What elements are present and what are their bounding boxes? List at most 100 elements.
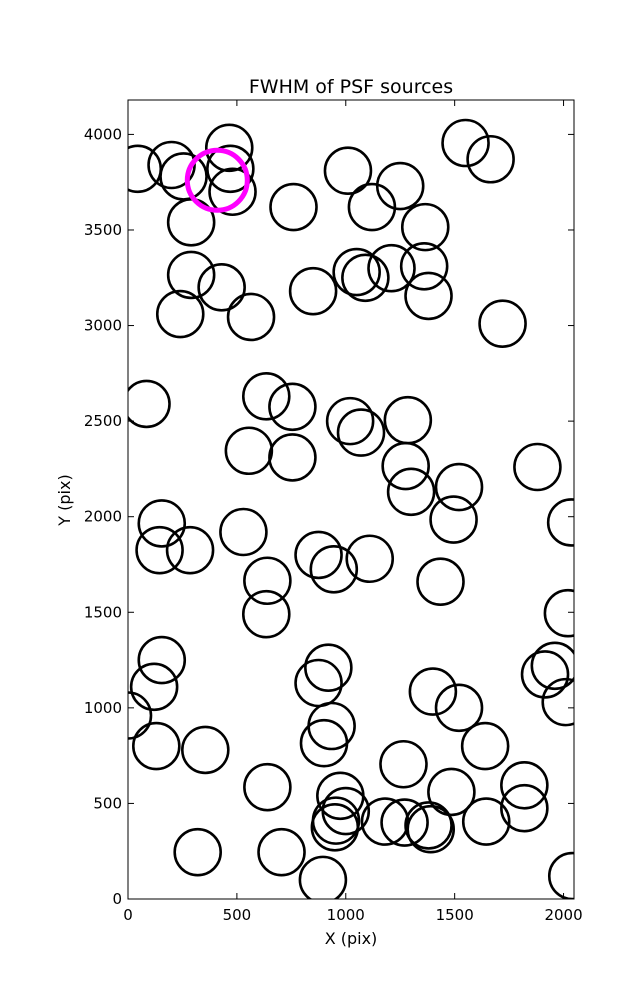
psf-source-marker xyxy=(241,371,291,421)
psf-source-marker xyxy=(520,650,570,699)
y-tick-label: 2500 xyxy=(84,412,122,430)
psf-source-marker xyxy=(299,718,349,768)
psf-source-marker xyxy=(541,677,574,727)
psf-source-marker xyxy=(129,662,179,712)
psf-source-marker xyxy=(434,683,484,733)
psf-source-marker xyxy=(310,803,360,852)
psf-source-marker xyxy=(500,760,549,810)
psf-source-marker xyxy=(173,827,222,877)
psf-source-marker xyxy=(427,767,476,817)
psf-source-marker xyxy=(360,797,410,846)
psf-source-marker xyxy=(135,525,184,575)
psf-source-marker xyxy=(408,667,458,716)
psf-source-marker xyxy=(404,801,453,850)
psf-source-marker xyxy=(336,408,386,457)
psf-source-marker xyxy=(379,739,428,789)
psf-source-marker xyxy=(257,827,306,877)
psf-source-marker xyxy=(386,467,436,517)
psf-source-marker xyxy=(347,182,397,232)
psf-source-marker xyxy=(269,182,318,232)
psf-source-marker xyxy=(224,426,274,476)
psf-source-marker xyxy=(137,499,187,548)
psf-source-marker xyxy=(429,495,478,544)
psf-source-marker xyxy=(159,152,208,201)
x-tick-label: 1000 xyxy=(327,906,365,924)
psf-source-marker xyxy=(241,589,291,639)
x-tick-label: 500 xyxy=(223,906,252,924)
psf-source-marker xyxy=(294,658,343,708)
y-tick-label: 2000 xyxy=(84,508,122,526)
psf-source-marker xyxy=(513,442,562,492)
psf-source-marker xyxy=(375,161,425,211)
x-tick-label: 0 xyxy=(123,906,133,924)
psf-source-marker xyxy=(325,396,375,446)
y-tick-label: 500 xyxy=(93,794,122,812)
psf-source-marker xyxy=(132,721,181,771)
psf-source-marker xyxy=(400,202,450,252)
x-axis-label: X (pix) xyxy=(325,929,378,948)
psf-source-marker xyxy=(128,691,153,740)
psf-source-marker xyxy=(530,641,574,691)
y-tick-label: 1500 xyxy=(84,603,122,621)
y-axis-label: Y (pix) xyxy=(55,474,74,526)
psf-source-marker xyxy=(294,530,343,580)
data-marks xyxy=(128,118,574,899)
chart-title: FWHM of PSF sources xyxy=(249,76,453,98)
psf-source-marker xyxy=(434,462,484,512)
x-tick-label: 1500 xyxy=(436,906,474,924)
psf-source-marker xyxy=(166,250,216,300)
psf-source-marker xyxy=(128,379,171,429)
psf-source-marker xyxy=(399,241,449,291)
psf-source-marker xyxy=(206,144,255,194)
psf-source-marker xyxy=(332,247,381,297)
psf-source-marker xyxy=(204,123,254,173)
psf-source-marker xyxy=(500,783,549,833)
psf-source-marker xyxy=(128,144,163,194)
psf-source-marker xyxy=(137,635,187,685)
psf-source-marker xyxy=(404,271,453,321)
psf-source-marker xyxy=(268,382,317,432)
y-tick-label: 4000 xyxy=(84,125,122,143)
psf-source-marker xyxy=(380,798,429,847)
psf-source-marker xyxy=(321,786,371,836)
psf-source-marker xyxy=(546,498,574,547)
psf-source-marker xyxy=(543,588,574,638)
psf-source-marker xyxy=(323,146,373,196)
psf-source-marker xyxy=(341,253,390,303)
y-tick-label: 1000 xyxy=(84,699,122,717)
y-tick-label: 0 xyxy=(112,890,122,908)
psf-source-marker xyxy=(309,544,359,594)
psf-source-marker xyxy=(165,525,215,575)
y-tick-label: 3500 xyxy=(84,221,122,239)
psf-source-marker xyxy=(243,762,292,812)
psf-source-marker xyxy=(441,118,490,168)
psf-source-marker xyxy=(268,433,317,482)
psf-source-marker xyxy=(406,804,456,854)
psf-source-marker xyxy=(461,797,511,846)
psf-source-marker xyxy=(208,167,257,217)
psf-source-marker xyxy=(547,851,574,899)
psf-source-marker xyxy=(288,266,338,316)
psf-source-marker xyxy=(367,243,416,293)
psf-source-marker xyxy=(466,134,515,184)
psf-source-marker xyxy=(460,721,510,771)
y-tick-label: 3000 xyxy=(84,317,122,335)
axis-ticks: 0 500 1000 1500 2000 0 500 1000 1500 2000 2500 3000… xyxy=(84,100,583,924)
psf-source-marker xyxy=(416,557,465,606)
highlighted-psf-source-marker xyxy=(184,147,250,213)
x-tick-label: 2000 xyxy=(544,906,582,924)
psf-source-marker xyxy=(383,395,433,445)
psf-source-marker xyxy=(147,140,196,190)
psf-source-marker xyxy=(304,643,353,693)
psf-source-marker xyxy=(226,292,276,342)
psf-source-marker xyxy=(181,725,230,775)
psf-source-marker xyxy=(243,556,292,606)
psf-source-marker xyxy=(298,855,348,899)
psf-source-marker xyxy=(219,507,268,557)
plot-area-frame xyxy=(127,99,575,900)
psf-source-marker xyxy=(381,441,430,491)
psf-source-marker xyxy=(155,289,205,339)
psf-source-marker xyxy=(478,299,527,348)
psf-source-marker xyxy=(197,263,246,312)
